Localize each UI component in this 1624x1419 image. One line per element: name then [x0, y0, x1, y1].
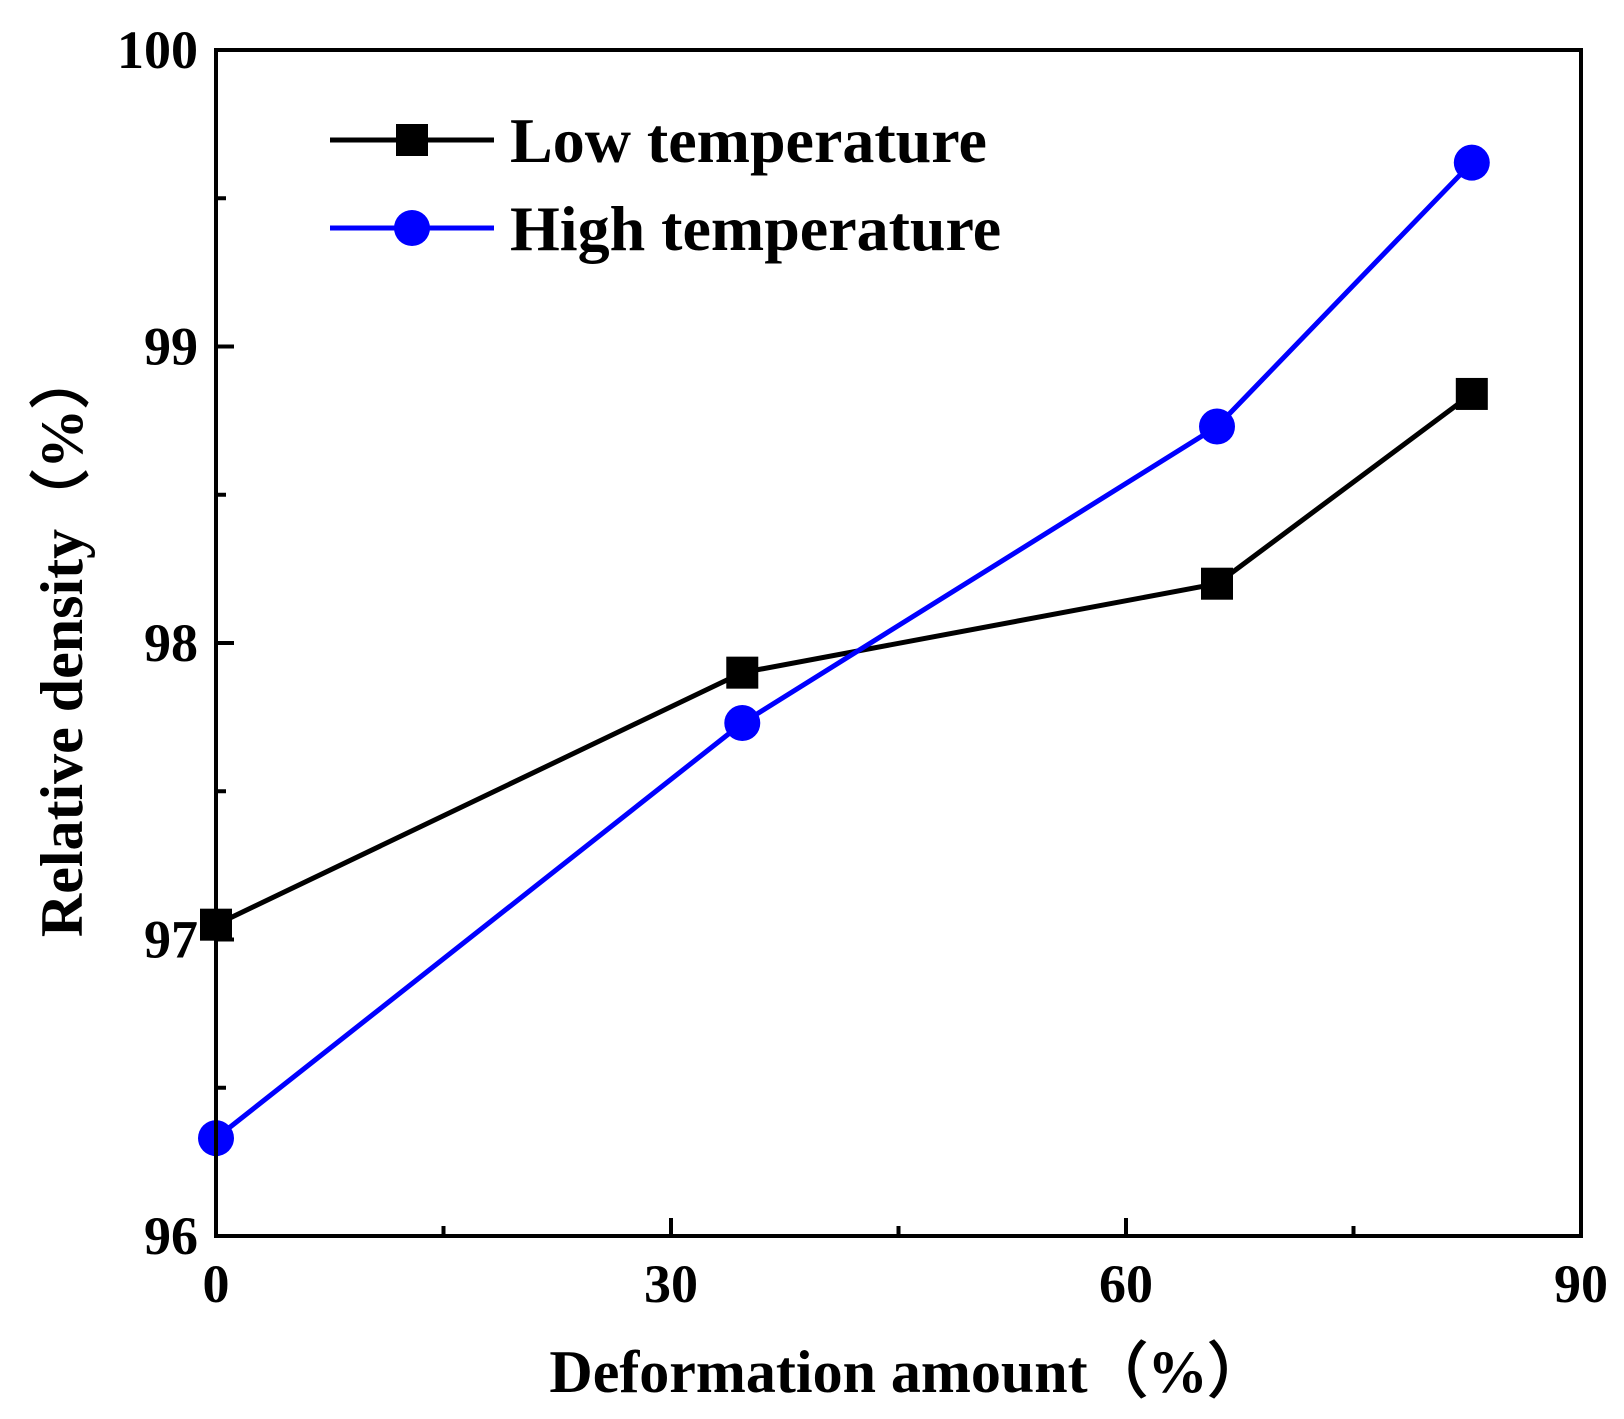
x-axis-title: Deformation amount（%）	[549, 1338, 1267, 1405]
y-tick-label: 100	[117, 20, 198, 80]
legend-marker-circle	[394, 210, 430, 246]
legend: Low temperature High temperature	[330, 105, 1001, 264]
legend-label: Low temperature	[510, 105, 987, 176]
series-layer	[198, 144, 1490, 1157]
y-tick-label: 98	[144, 613, 198, 673]
legend-marker-square	[396, 124, 428, 156]
data-point-square	[1455, 377, 1488, 410]
data-point-circle	[1453, 144, 1490, 181]
x-tick-label: 0	[203, 1254, 230, 1314]
y-axis-title: Relative density（%）	[28, 349, 95, 937]
ticks-layer	[214, 48, 1583, 1238]
y-tick-label: 97	[144, 910, 198, 970]
y-tick-label: 96	[144, 1206, 198, 1266]
x-tick-label: 30	[644, 1254, 698, 1314]
tick-labels: 0 30 60 90 96 97 98 99 100	[117, 20, 1608, 1314]
x-tick-label: 60	[1099, 1254, 1153, 1314]
data-point-square	[726, 656, 759, 689]
data-point-circle	[1199, 408, 1235, 445]
data-point-square	[1201, 567, 1233, 600]
x-tick-label: 90	[1554, 1254, 1608, 1314]
series-line	[214, 391, 1474, 927]
legend-label: High temperature	[510, 193, 1001, 264]
data-point-circle	[724, 705, 761, 742]
y-tick-label: 99	[144, 317, 198, 377]
series-line	[214, 160, 1474, 1141]
